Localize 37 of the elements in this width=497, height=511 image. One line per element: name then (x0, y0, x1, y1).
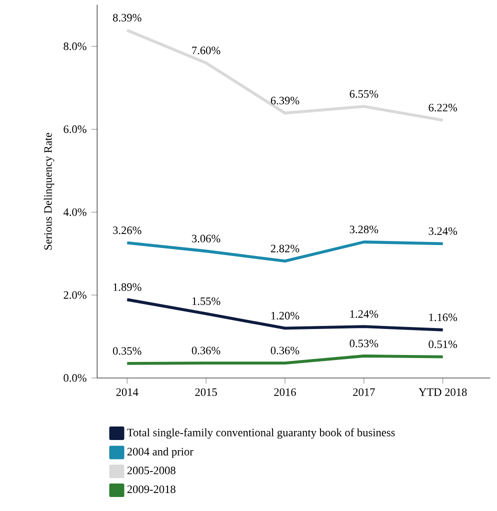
line-series (126, 354, 444, 365)
data-label: 8.39% (112, 14, 142, 22)
data-label: 0.51% (428, 340, 458, 348)
y-tick-label: 0.0% (64, 374, 86, 382)
data-label: 7.60% (192, 46, 220, 54)
x-tick-label: 2014 (116, 388, 138, 396)
data-label: 1.24% (350, 310, 378, 318)
y-tick-label: 4.0% (63, 208, 86, 216)
data-label: 0.53% (350, 340, 378, 348)
data-label: 3.26% (113, 226, 142, 234)
x-tick-label: 2017 (353, 388, 375, 396)
y-tick-label: 8.0% (64, 42, 86, 50)
data-label: 1.16% (429, 314, 458, 322)
data-label: 6.22% (428, 104, 458, 112)
line-series (126, 240, 444, 263)
y-axis-title: Serious Delinquency Rate (44, 132, 54, 250)
data-label: 1.55% (192, 297, 220, 306)
legend-label: 2005-2008 (127, 466, 176, 474)
data-label: 3.06% (192, 234, 220, 242)
data-label: 1.89% (114, 283, 142, 291)
data-label: 1.20% (271, 312, 300, 320)
data-label: 6.39% (270, 96, 300, 104)
x-tick-label: 2015 (195, 388, 217, 396)
legend-label: 2004 and prior (127, 448, 194, 458)
data-label: 3.28% (350, 226, 378, 234)
legend-label: 2009-2018 (127, 485, 176, 494)
y-tick-label: 6.0% (64, 125, 86, 134)
data-label: 0.36% (270, 346, 300, 354)
data-label: 6.55% (350, 90, 378, 98)
data-label: 2.82% (270, 244, 300, 252)
legend-label: Total single-family conventional guaranty book of business (127, 428, 395, 439)
data-label: 0.35% (112, 347, 142, 355)
y-tick-label: 2.0% (64, 291, 86, 299)
x-tick-label: YTD 2018 (418, 388, 467, 396)
data-label: 3.24% (428, 227, 458, 235)
data-label: 0.36% (192, 346, 220, 354)
x-tick-label: 2016 (274, 388, 296, 396)
